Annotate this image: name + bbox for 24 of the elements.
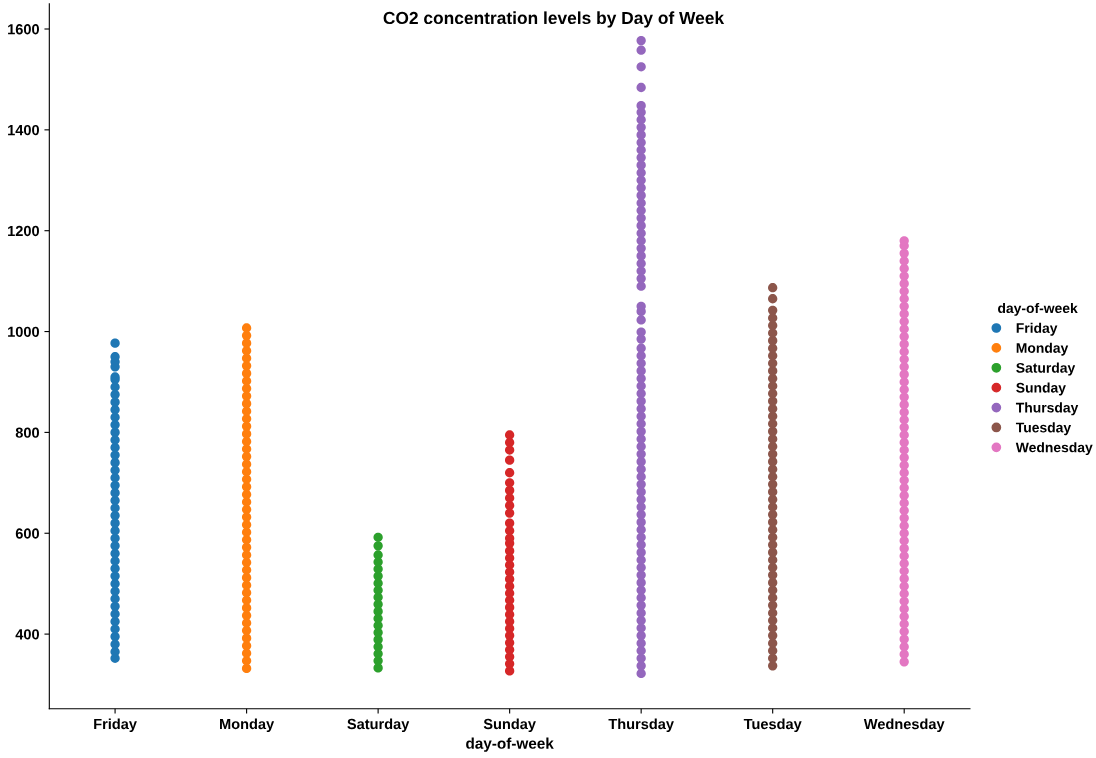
legend-label: Monday — [1016, 342, 1069, 356]
x-tick-label: Tuesday — [743, 718, 802, 733]
x-axis-title: day-of-week — [466, 737, 554, 752]
y-tick-label: 400 — [15, 629, 39, 640]
legend-label: Thursday — [1015, 402, 1079, 416]
legend-label: Saturday — [1016, 362, 1076, 376]
y-tick-label: 600 — [15, 528, 39, 539]
x-tick-label: Saturday — [347, 718, 410, 733]
x-tick-label: Monday — [220, 718, 275, 733]
x-tick-label: Thursday — [608, 718, 674, 733]
legend-label: Tuesday — [1015, 422, 1072, 436]
legend-label: Sunday — [1016, 382, 1066, 396]
y-tick-label: 1400 — [8, 124, 39, 136]
y-tick-label: 800 — [15, 427, 39, 438]
legend-label: Friday — [1016, 322, 1058, 336]
chart-title: CO2 concentration levels by Day of Week — [383, 11, 725, 28]
x-tick-label: Friday — [94, 718, 137, 733]
x-tick-label: Sunday — [483, 718, 536, 733]
x-tick-label: Wednesday — [863, 718, 945, 733]
y-tick-label: 1000 — [8, 326, 39, 337]
legend-label: Wednesday — [1015, 442, 1093, 456]
y-tick-label: 1600 — [8, 24, 39, 35]
y-tick-label: 1200 — [8, 225, 39, 237]
legend-title: day-of-week — [998, 302, 1078, 316]
